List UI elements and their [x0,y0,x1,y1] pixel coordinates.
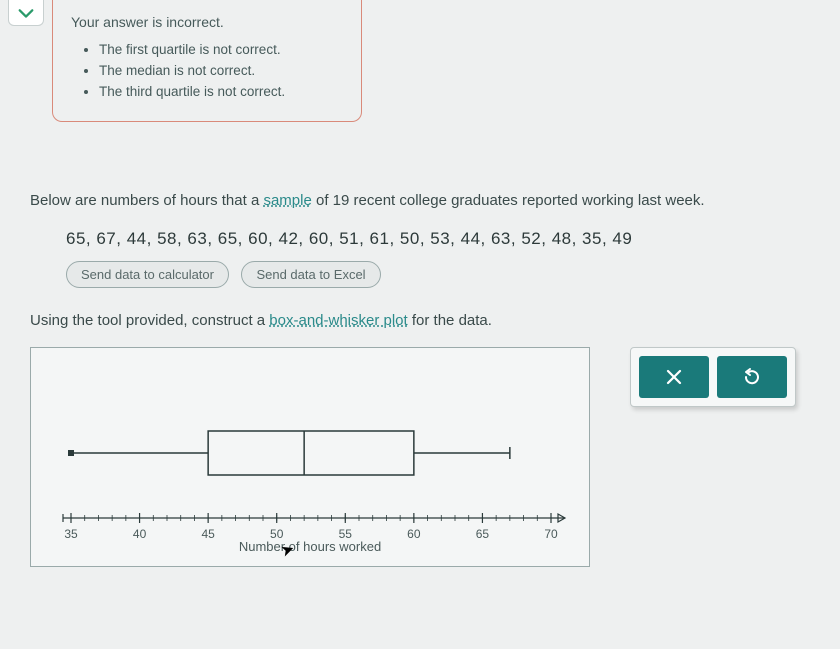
feedback-title: Your answer is incorrect. [71,14,343,30]
data-values: 65, 67, 44, 58, 63, 65, 60, 42, 60, 51, … [66,229,810,249]
prompt-text: Below are numbers of hours that a sample… [30,190,810,213]
construct-before: Using the tool provided, construct a [30,312,269,329]
plot-row: 3540455055606570 Number of hours worked … [30,347,810,567]
send-to-calculator-button[interactable]: Send data to calculator [66,261,229,288]
sample-link[interactable]: sample [263,192,311,209]
prompt-after: of 19 recent college graduates reported … [312,192,705,209]
boxplot-svg[interactable]: 3540455055606570 [31,348,591,568]
construct-after: for the data. [408,312,492,329]
feedback-box: Your answer is incorrect. The first quar… [52,0,362,122]
undo-icon [741,366,763,388]
feedback-item: The third quartile is not correct. [99,82,343,103]
chevron-down-icon [17,6,35,20]
clear-button[interactable] [639,356,709,398]
x-axis-label: Number of hours worked [31,539,589,554]
feedback-list: The first quartile is not correct. The m… [71,40,343,103]
construct-prompt: Using the tool provided, construct a box… [30,312,810,329]
boxplot-frame[interactable]: 3540455055606570 Number of hours worked … [30,347,590,567]
reset-button[interactable] [717,356,787,398]
feedback-item: The first quartile is not correct. [99,40,343,61]
feedback-item: The median is not correct. [99,61,343,82]
tool-panel [630,347,796,407]
x-icon [664,367,684,387]
send-to-excel-button[interactable]: Send data to Excel [241,261,380,288]
question-content: Below are numbers of hours that a sample… [30,190,810,567]
prompt-before: Below are numbers of hours that a [30,192,263,209]
data-buttons-row: Send data to calculator Send data to Exc… [66,261,810,288]
collapse-toggle[interactable] [8,0,44,26]
box-whisker-link[interactable]: box-and-whisker plot [269,312,407,329]
